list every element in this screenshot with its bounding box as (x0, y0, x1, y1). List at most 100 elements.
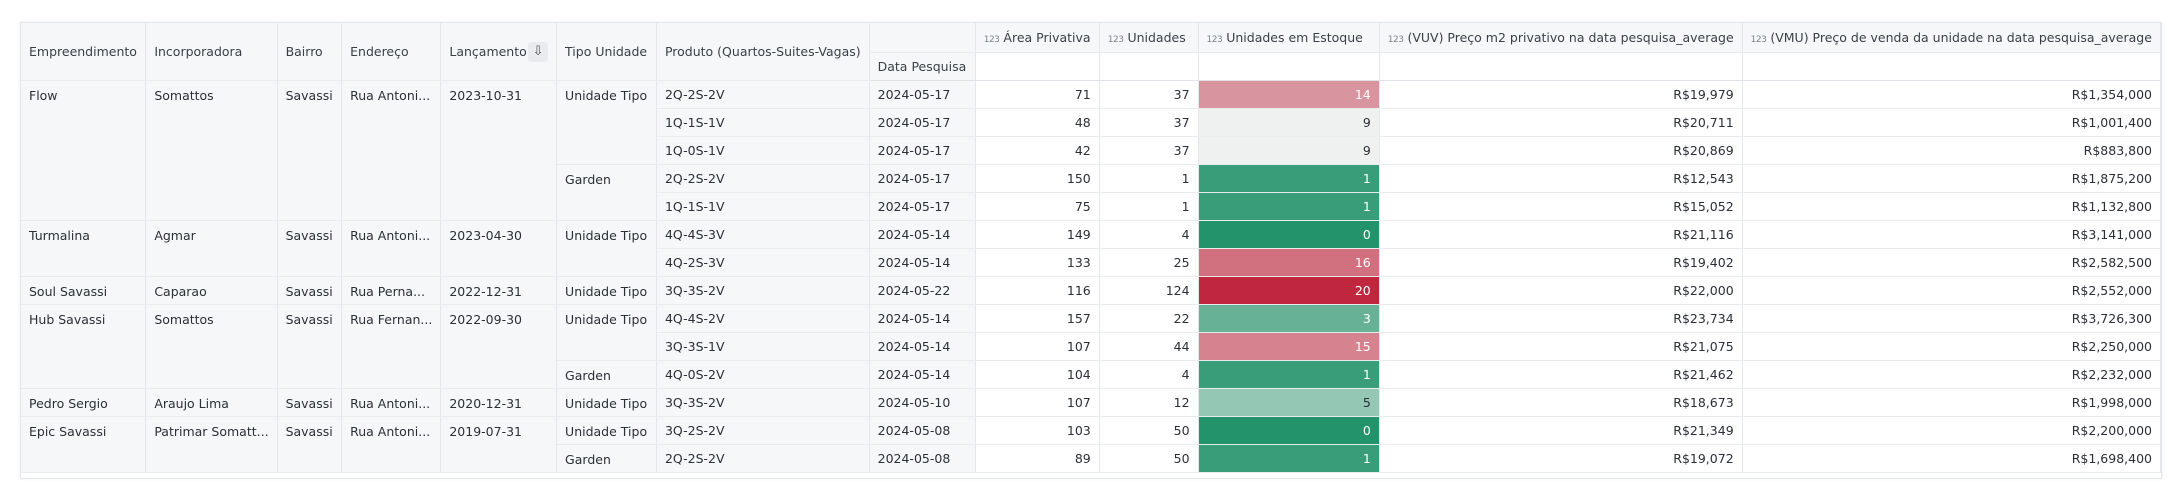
cell-data-pesquisa: 2024-05-14 (869, 220, 976, 249)
cell-bairro: Savassi (277, 80, 343, 221)
cell-vmu: R$3,141,000 (1742, 220, 2161, 249)
cell-vuv: R$21,462 (1379, 360, 1743, 389)
cell-vuv: R$18,673 (1379, 388, 1743, 417)
cell-endereco: Rua Perna... (341, 276, 442, 305)
cell-vuv: R$21,116 (1379, 220, 1743, 249)
table-row: Pedro Sergio Araujo Lima Savassi Rua Antoni… (21, 388, 2161, 417)
cell-unidades: 50 (1099, 444, 1199, 473)
cell-unidades-estoque: 15 (1198, 332, 1380, 361)
pivot-table: Empreendimento Incorporadora Bairro Ende… (21, 23, 2161, 473)
cell-unidades: 4 (1099, 220, 1199, 249)
cell-area-privativa: 48 (975, 108, 1100, 137)
cell-unidades: 25 (1099, 248, 1199, 277)
cell-vmu: R$1,001,400 (1742, 108, 2161, 137)
data-table-container: Empreendimento Incorporadora Bairro Ende… (20, 22, 2162, 479)
cell-vuv: R$21,349 (1379, 416, 1743, 445)
cell-area-privativa: 104 (975, 360, 1100, 389)
cell-incorporadora: Somattos (145, 80, 278, 221)
cell-lancamento: 2022-12-31 (440, 276, 558, 305)
cell-tipo-unidade: Garden (556, 444, 657, 473)
cell-area-privativa: 150 (975, 164, 1100, 193)
cell-data-pesquisa: 2024-05-08 (869, 416, 976, 445)
cell-unidades-estoque: 16 (1198, 248, 1380, 277)
header-bairro[interactable]: Bairro (277, 23, 343, 81)
cell-tipo-unidade: Unidade Tipo (556, 388, 657, 417)
cell-produto: 3Q-3S-1V (656, 332, 870, 361)
cell-produto: 4Q-4S-2V (656, 304, 870, 333)
header-lancamento[interactable]: Lançamento ⇩ (440, 23, 558, 81)
header-data-pesquisa[interactable]: Data Pesquisa (869, 52, 976, 81)
cell-empreendimento: Flow (21, 80, 147, 221)
cell-unidades-estoque: 0 (1198, 416, 1380, 445)
table-row: Flow Somattos Savassi Rua Antoni... 2023-10-… (21, 80, 2161, 221)
cell-unidades-estoque: 1 (1198, 444, 1380, 473)
header-area-privativa[interactable]: 123 Área Privativa (975, 23, 1100, 53)
cell-incorporadora: Caparao (145, 276, 278, 305)
cell-lancamento: 2020-12-31 (440, 388, 558, 417)
cell-vuv: R$12,543 (1379, 164, 1743, 193)
header-spacer (975, 52, 1100, 81)
header-produto[interactable]: Produto (Quartos-Suites-Vagas) (656, 23, 870, 81)
cell-data-pesquisa: 2024-05-10 (869, 388, 976, 417)
cell-incorporadora: Patrimar Somatt... (145, 416, 278, 473)
header-tipo-unidade[interactable]: Tipo Unidade (556, 23, 657, 81)
header-vuv[interactable]: 123 (VUV) Preço m2 privativo na data pesq… (1379, 23, 1743, 53)
cell-incorporadora: Agmar (145, 220, 278, 277)
table-body: Flow Somattos Savassi Rua Antoni... 2023-10-… (21, 80, 2161, 473)
cell-vmu: R$1,354,000 (1742, 80, 2161, 109)
cell-produto: 3Q-3S-2V (656, 276, 870, 305)
cell-unidades: 124 (1099, 276, 1199, 305)
header-endereco[interactable]: Endereço (341, 23, 442, 81)
header-unidades-estoque[interactable]: 123 Unidades em Estoque (1198, 23, 1380, 53)
header-empreendimento[interactable]: Empreendimento (21, 23, 147, 81)
cell-vuv: R$19,402 (1379, 248, 1743, 277)
cell-vuv: R$19,072 (1379, 444, 1743, 473)
numeric-type-icon: 123 (1750, 35, 1767, 45)
cell-vuv: R$20,711 (1379, 108, 1743, 137)
cell-unidades: 1 (1099, 164, 1199, 193)
cell-bairro: Savassi (277, 220, 343, 277)
cell-area-privativa: 133 (975, 248, 1100, 277)
cell-unidades: 37 (1099, 80, 1199, 109)
cell-empreendimento: Hub Savassi (21, 304, 147, 389)
cell-area-privativa: 149 (975, 220, 1100, 249)
cell-vmu: R$2,200,000 (1742, 416, 2161, 445)
cell-unidades: 4 (1099, 360, 1199, 389)
cell-area-privativa: 71 (975, 80, 1100, 109)
cell-area-privativa: 89 (975, 444, 1100, 473)
table-row: Garden 2Q-2S-2V 2024-05-08 89 50 1 R$19,072 R$1… (21, 444, 2161, 473)
cell-empreendimento: Epic Savassi (21, 416, 147, 473)
sort-descending-icon[interactable]: ⇩ (528, 41, 549, 62)
cell-area-privativa: 75 (975, 192, 1100, 221)
cell-vuv: R$20,869 (1379, 136, 1743, 165)
table-row: Epic Savassi Patrimar Somatt... Savassi Rua… (21, 416, 2161, 473)
cell-unidades-estoque: 9 (1198, 108, 1380, 137)
header-unidades[interactable]: 123 Unidades (1099, 23, 1199, 53)
cell-data-pesquisa: 2024-05-17 (869, 164, 976, 193)
cell-lancamento: 2022-09-30 (440, 304, 558, 389)
header-vmu[interactable]: 123 (VMU) Preço de venda da unidade na da… (1742, 23, 2161, 53)
cell-produto: 4Q-4S-3V (656, 220, 870, 249)
table-row: Soul Savassi Caparao Savassi Rua Perna... 20… (21, 276, 2161, 305)
table-row: Garden 4Q-0S-2V 2024-05-14 104 4 1 R$21,462 R$2… (21, 360, 2161, 389)
cell-unidades: 12 (1099, 388, 1199, 417)
cell-unidades: 37 (1099, 108, 1199, 137)
cell-tipo-unidade: Unidade Tipo (556, 304, 657, 361)
cell-lancamento: 2023-10-31 (440, 80, 558, 221)
table-row: Garden 2Q-2S-2V 2024-05-17 150 1 1 R$12,543 R$1… (21, 164, 2161, 221)
header-incorporadora[interactable]: Incorporadora (145, 23, 278, 81)
cell-empreendimento: Soul Savassi (21, 276, 147, 305)
cell-bairro: Savassi (277, 388, 343, 417)
cell-endereco: Rua Fernan... (341, 304, 442, 389)
cell-unidades: 50 (1099, 416, 1199, 445)
cell-endereco: Rua Antoni... (341, 80, 442, 221)
cell-vmu: R$2,582,500 (1742, 248, 2161, 277)
cell-produto: 4Q-2S-3V (656, 248, 870, 277)
cell-data-pesquisa: 2024-05-17 (869, 108, 976, 137)
cell-empreendimento: Turmalina (21, 220, 147, 277)
cell-endereco: Rua Antoni... (341, 416, 442, 473)
cell-vuv: R$19,979 (1379, 80, 1743, 109)
cell-vuv: R$22,000 (1379, 276, 1743, 305)
cell-bairro: Savassi (277, 416, 343, 473)
header-spacer (1198, 52, 1380, 81)
